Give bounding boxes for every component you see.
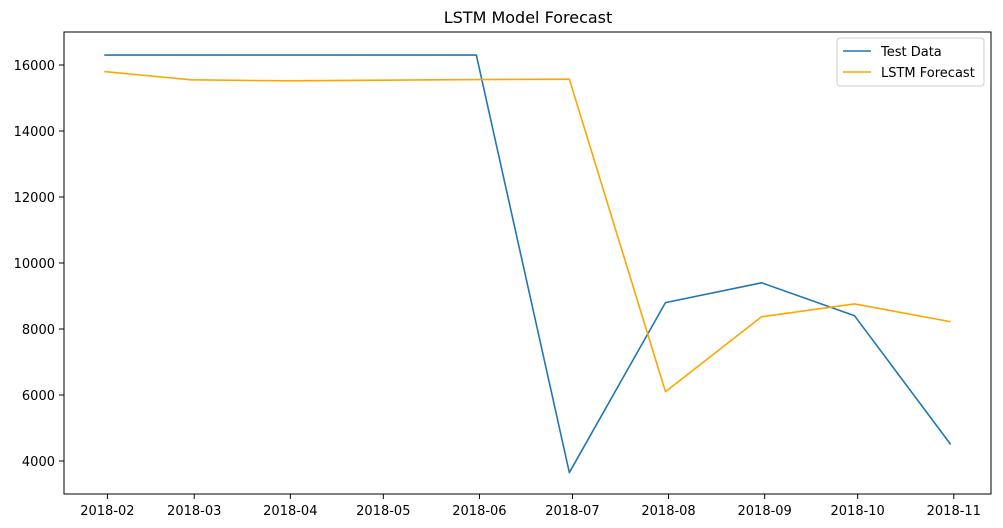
x-axis: 2018-02 2018-03 2018-04 2018-05 2018-06 2018-…	[80, 494, 981, 519]
y-tick-label: 8000	[22, 323, 55, 338]
x-tick-label: 2018-03	[167, 504, 221, 519]
chart-title: LSTM Model Forecast	[444, 8, 613, 27]
y-tick-label: 6000	[22, 389, 55, 404]
y-tick-label: 10000	[14, 257, 55, 272]
y-tick-label: 12000	[14, 191, 55, 206]
legend-label: Test Data	[880, 45, 942, 60]
y-tick-label: 14000	[14, 125, 55, 140]
x-tick-label: 2018-10	[831, 504, 885, 519]
legend-box	[836, 37, 985, 87]
legend-label: LSTM Forecast	[881, 66, 975, 81]
legend: Test Data LSTM Forecast	[836, 37, 985, 87]
x-tick-label: 2018-04	[263, 504, 317, 519]
plot-area	[63, 31, 992, 495]
x-tick-label: 2018-05	[356, 504, 410, 519]
y-tick-label: 4000	[22, 455, 55, 470]
x-tick-label: 2018-06	[452, 504, 506, 519]
y-axis: 4000 6000 8000 10000 12000 14000 16000	[14, 59, 64, 470]
y-tick-label: 16000	[14, 59, 55, 74]
plot-frame	[63, 31, 992, 495]
x-tick-label: 2018-09	[738, 504, 792, 519]
series-line-1	[104, 70, 951, 393]
x-tick-label: 2018-02	[80, 504, 134, 519]
series-line-0	[104, 54, 952, 474]
x-tick-label: 2018-07	[545, 504, 599, 519]
series-layer	[104, 54, 952, 474]
x-tick-label: 2018-08	[641, 504, 695, 519]
x-tick-label: 2018-11	[927, 504, 981, 519]
